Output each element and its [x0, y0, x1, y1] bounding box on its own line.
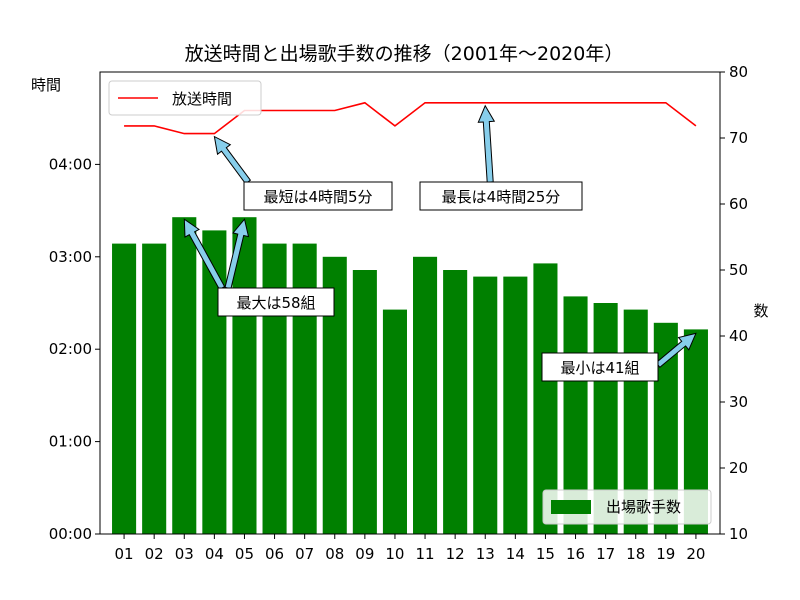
bar-03	[172, 217, 197, 534]
bar-12	[443, 270, 468, 534]
legend-bar-swatch	[551, 500, 591, 514]
bar-14	[503, 276, 528, 534]
left-tick-label-0: 00:00	[49, 525, 92, 543]
x-tick-label-06: 06	[265, 545, 284, 563]
x-tick-label-13: 13	[476, 545, 495, 563]
x-tick-label-19: 19	[656, 545, 675, 563]
right-tick-label-20: 20	[729, 459, 748, 477]
x-tick-label-07: 07	[295, 545, 314, 563]
right-tick-label-50: 50	[729, 261, 748, 279]
right-tick-label-40: 40	[729, 327, 748, 345]
annotation-arrow-2-0	[183, 218, 226, 291]
bar-11	[413, 256, 438, 534]
x-tick-label-16: 16	[566, 545, 585, 563]
bar-13	[473, 276, 498, 534]
left-tick-label-1: 01:00	[49, 433, 92, 451]
x-tick-label-01: 01	[115, 545, 134, 563]
x-tick-label-03: 03	[175, 545, 194, 563]
annotation-text-3: 最小は41組	[560, 359, 639, 377]
annotation-box-0	[243, 181, 393, 211]
bar-07	[292, 243, 317, 534]
left-tick-label-3: 03:00	[49, 248, 92, 266]
legend-line-label: 放送時間	[172, 90, 232, 108]
x-tick-label-10: 10	[385, 545, 404, 563]
annotation-box-1	[419, 181, 583, 211]
line-broadcast-time	[124, 101, 697, 135]
x-tick-label-09: 09	[355, 545, 374, 563]
x-tick-label-11: 11	[416, 545, 435, 563]
plot-frame	[99, 71, 721, 535]
x-tick-label-12: 12	[446, 545, 465, 563]
x-tick-label-02: 02	[145, 545, 164, 563]
x-tick-label-17: 17	[596, 545, 615, 563]
legend-top-left	[108, 80, 262, 116]
legend-bar-label: 出場歌手数	[606, 498, 681, 516]
bar-10	[382, 309, 407, 534]
right-axis-label: 数	[753, 302, 768, 320]
annotation-arrow-1-0	[477, 104, 496, 183]
annotation-arrow-3-0	[655, 332, 697, 369]
bar-01	[112, 243, 137, 534]
bar-15	[533, 263, 558, 534]
right-tick-label-60: 60	[729, 195, 748, 213]
bar-06	[262, 243, 287, 534]
annotation-arrow-2-1	[224, 218, 250, 290]
x-tick-label-18: 18	[626, 545, 645, 563]
x-tick-label-20: 20	[686, 545, 705, 563]
annotation-box-2	[217, 287, 335, 317]
right-tick-label-30: 30	[729, 393, 748, 411]
left-axis-label: 時間	[31, 76, 61, 94]
annotation-text-1: 最長は4時間25分	[442, 188, 561, 206]
annotation-box-3	[541, 352, 659, 382]
bar-02	[142, 243, 167, 534]
annotation-text-0: 最短は4時間5分	[263, 188, 372, 206]
annotation-text-2: 最大は58組	[236, 294, 315, 312]
right-tick-label-80: 80	[729, 63, 748, 81]
right-tick-label-70: 70	[729, 129, 748, 147]
x-tick-label-08: 08	[325, 545, 344, 563]
x-tick-label-14: 14	[506, 545, 525, 563]
x-tick-label-15: 15	[536, 545, 555, 563]
left-tick-label-4: 04:00	[49, 155, 92, 173]
left-tick-label-2: 02:00	[49, 340, 92, 358]
x-tick-label-04: 04	[205, 545, 224, 563]
chart-title: 放送時間と出場歌手数の推移（2001年〜2020年）	[185, 43, 624, 65]
bar-09	[352, 270, 377, 534]
legend-bottom-right	[542, 489, 712, 525]
x-tick-label-05: 05	[235, 545, 254, 563]
right-tick-label-10: 10	[729, 525, 748, 543]
annotation-arrow-0-0	[213, 135, 252, 185]
bar-05	[232, 217, 257, 534]
